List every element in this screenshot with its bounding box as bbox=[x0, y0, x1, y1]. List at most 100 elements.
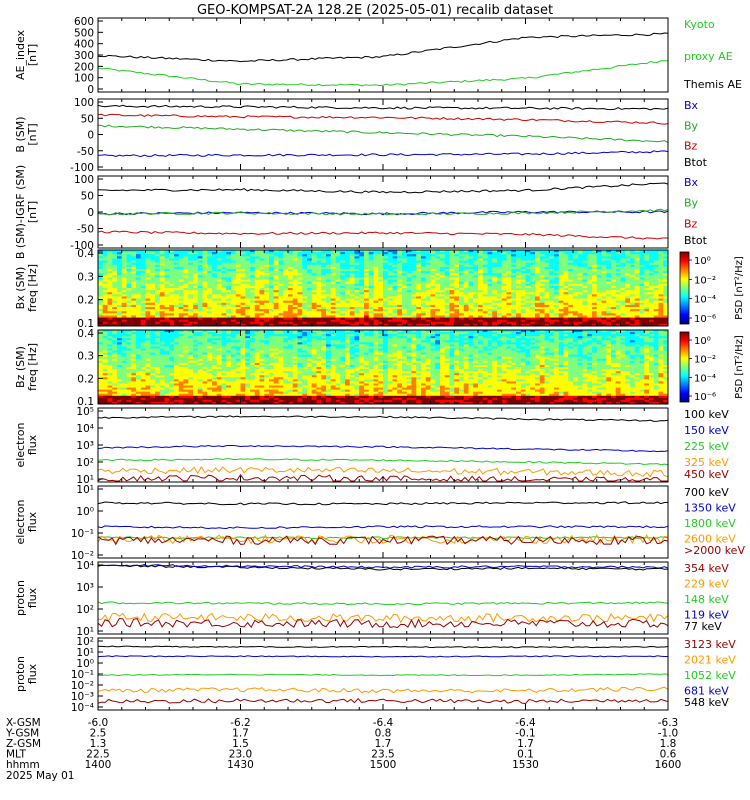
spectrogram-cell bbox=[544, 288, 550, 291]
spectrogram-cell bbox=[112, 258, 118, 261]
spectrogram-cell bbox=[221, 292, 227, 295]
spectrogram-cell bbox=[392, 292, 398, 295]
spectrogram-cell bbox=[102, 362, 108, 366]
spectrogram-cell bbox=[335, 323, 341, 327]
spectrogram-cell bbox=[131, 321, 137, 325]
spectrogram-cell bbox=[511, 260, 517, 264]
spectrogram-cell bbox=[254, 288, 260, 291]
spectrogram-cell bbox=[430, 321, 436, 325]
spectrogram-cell bbox=[582, 260, 588, 264]
spectrogram-cell bbox=[644, 262, 650, 266]
spectrogram-cell bbox=[117, 373, 123, 376]
spectrogram-cell bbox=[397, 277, 403, 280]
spectrogram-cell bbox=[625, 309, 631, 312]
spectrogram-cell bbox=[544, 252, 550, 255]
spectrogram-cell bbox=[278, 319, 284, 323]
spectrogram-cell bbox=[435, 256, 441, 259]
spectrogram-cell bbox=[406, 290, 412, 293]
spectrogram-cell bbox=[354, 254, 360, 257]
spectrogram-cell bbox=[145, 348, 151, 351]
spectrogram-cell bbox=[592, 302, 598, 306]
spectrogram-cell bbox=[577, 307, 583, 310]
spectrogram-cell bbox=[288, 292, 294, 295]
spectrogram-cell bbox=[497, 302, 503, 306]
spectrogram-cell bbox=[658, 262, 664, 266]
spectrogram-cell bbox=[525, 311, 531, 314]
spectrogram-cell bbox=[430, 250, 436, 253]
spectrogram-cell bbox=[193, 260, 199, 264]
spectrogram-cell bbox=[416, 296, 422, 299]
spectrogram-cell bbox=[653, 321, 659, 325]
spectrogram-cell bbox=[658, 252, 664, 255]
spectrogram-cell bbox=[463, 252, 469, 255]
spectrogram-cell bbox=[459, 266, 465, 270]
spectrogram-cell bbox=[525, 252, 531, 255]
spectrogram-cell bbox=[311, 256, 317, 259]
spectrogram-cell bbox=[136, 319, 142, 323]
spectrogram-cell bbox=[454, 307, 460, 310]
spectrogram-cell bbox=[563, 294, 569, 297]
spectrogram-cell bbox=[525, 307, 531, 310]
spectrogram-cell bbox=[425, 298, 431, 302]
spectrogram-cell bbox=[288, 298, 294, 302]
spectrogram-cell bbox=[245, 254, 251, 257]
spectrogram-cell bbox=[226, 304, 232, 308]
spectrogram-cell bbox=[558, 288, 564, 291]
spectrogram-cell bbox=[264, 315, 270, 318]
spectrogram-cell bbox=[112, 371, 118, 374]
spectrogram-cell bbox=[259, 313, 265, 316]
spectrogram-cell bbox=[259, 319, 265, 323]
spectrogram-cell bbox=[212, 264, 218, 268]
spectrogram-cell bbox=[136, 395, 142, 399]
spectrogram-cell bbox=[525, 323, 531, 327]
spectrogram-cell bbox=[278, 302, 284, 306]
spectrogram-cell bbox=[392, 260, 398, 264]
spectrogram-cell bbox=[601, 292, 607, 295]
spectrogram-cell bbox=[497, 279, 503, 283]
spectrogram-cell bbox=[288, 250, 294, 253]
spectrogram-cell bbox=[250, 250, 256, 253]
spectrogram-cell bbox=[102, 348, 108, 351]
spectrogram-cell bbox=[155, 302, 161, 306]
spectrogram-cell bbox=[145, 344, 151, 347]
spectrogram-cell bbox=[511, 309, 517, 312]
spectrogram-cell bbox=[354, 283, 360, 287]
spectrogram-cell bbox=[454, 250, 460, 253]
spectrogram-cell bbox=[174, 292, 180, 295]
spectrogram-cell bbox=[663, 273, 669, 276]
spectrogram-cell bbox=[140, 298, 146, 302]
spectrogram-cell bbox=[136, 381, 142, 384]
spectrogram-cell bbox=[630, 264, 636, 268]
spectrogram-cell bbox=[535, 307, 541, 310]
spectrogram-cell bbox=[497, 298, 503, 302]
y-tick-label: 50 bbox=[81, 191, 94, 203]
spectrogram-cell bbox=[411, 258, 417, 261]
spectrogram-cell bbox=[520, 298, 526, 302]
spectrogram-cell bbox=[449, 262, 455, 266]
spectrogram-cell bbox=[273, 292, 279, 295]
spectrogram-cell bbox=[435, 317, 441, 321]
spectrogram-cell bbox=[311, 313, 317, 316]
spectrogram-cell bbox=[601, 262, 607, 266]
spectrogram-cell bbox=[321, 317, 327, 321]
spectrogram-cell bbox=[240, 260, 246, 264]
spectrogram-cell bbox=[359, 311, 365, 314]
spectrogram-cell bbox=[558, 307, 564, 310]
spectrogram-cell bbox=[606, 252, 612, 255]
spectrogram-cell bbox=[520, 323, 526, 327]
spectrogram-cell bbox=[226, 311, 232, 314]
spectrogram-cell bbox=[478, 309, 484, 312]
spectrogram-cell bbox=[596, 269, 602, 272]
spectrogram-cell bbox=[368, 288, 374, 291]
spectrogram-cell bbox=[511, 275, 517, 278]
spectrogram-cell bbox=[235, 250, 241, 253]
spectrogram-cell bbox=[288, 256, 294, 259]
spectrogram-cell bbox=[278, 311, 284, 314]
spectrogram-cell bbox=[126, 358, 132, 362]
spectrogram-cell bbox=[359, 323, 365, 327]
spectrogram-cell bbox=[121, 344, 127, 347]
spectrogram-cell bbox=[216, 252, 222, 255]
spectrogram-cell bbox=[98, 281, 104, 285]
spectrogram-cell bbox=[653, 254, 659, 257]
spectrogram-cell bbox=[107, 377, 113, 380]
